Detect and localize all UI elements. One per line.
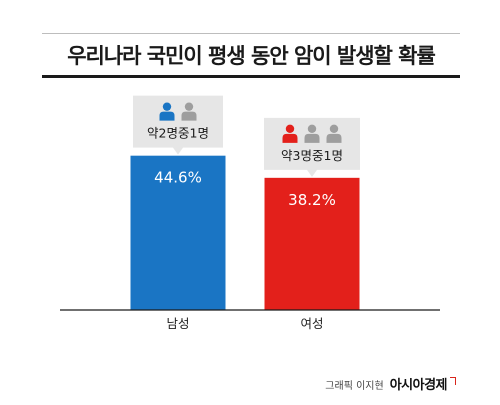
callout-text: 약2명중1명 [147, 126, 209, 141]
person-icon [159, 102, 175, 121]
callout-text: 약3명중1명 [281, 148, 343, 163]
person-icon [282, 124, 298, 143]
bar-2 [264, 177, 360, 310]
callout-box: 약2명중1명 [133, 95, 223, 155]
chart-title: 우리나라 국민이 평생 동안 암이 발생할 확률 [67, 44, 436, 68]
title-rule [42, 75, 460, 78]
person-icon [304, 124, 320, 143]
bar-value-label: 38.2% [288, 191, 336, 209]
category-label: 여성 [300, 316, 323, 331]
credit: 그래픽 이지현 아시아경제 [325, 374, 456, 393]
bar-value-label: 44.6% [154, 169, 202, 187]
credit-brand: 아시아경제 [389, 378, 448, 393]
callout-box: 약3명중1명 [264, 117, 360, 177]
category-label: 남성 [166, 316, 189, 331]
top-rule [42, 33, 460, 34]
brand-mark-icon [450, 377, 456, 385]
person-icon [181, 102, 197, 121]
credit-author: 그래픽 이지현 [325, 381, 384, 392]
bar-1 [130, 155, 226, 310]
person-icon [326, 124, 342, 143]
